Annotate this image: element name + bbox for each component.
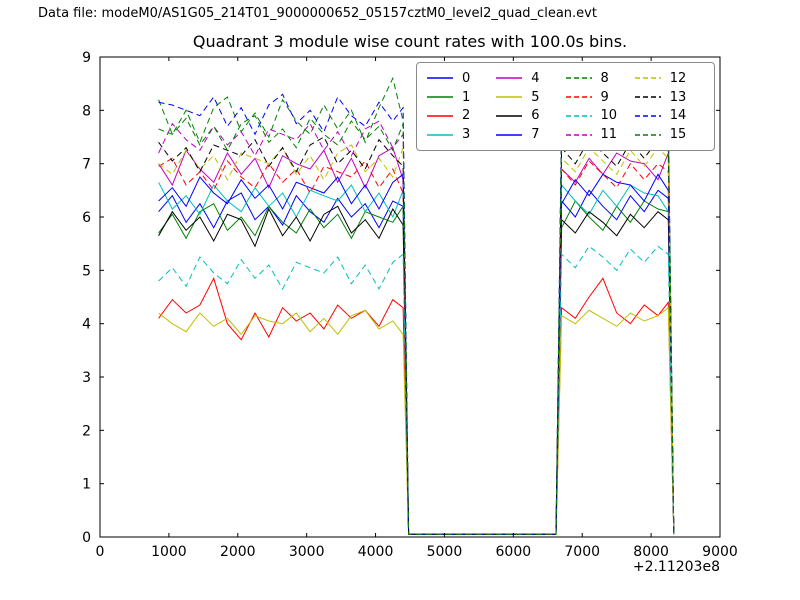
legend-label: 3 [462, 127, 471, 143]
x-tick-label: 0 [96, 544, 105, 560]
legend-label: 11 [600, 127, 618, 143]
legend-item-14: 14 [634, 107, 704, 126]
legend-item-15: 15 [634, 125, 704, 144]
y-tick-label: 6 [82, 210, 91, 226]
series-line-0 [158, 189, 675, 535]
chart-title: Quadrant 3 module wise count rates with … [192, 32, 628, 51]
x-tick-label: 1000 [151, 544, 187, 560]
legend-label: 1 [462, 89, 471, 105]
legend-item-6: 6 [496, 107, 565, 126]
legend-label: 15 [669, 127, 687, 143]
series-line-1 [158, 200, 675, 535]
series-line-10 [158, 245, 675, 535]
legend-line-sample [634, 77, 661, 80]
legend-line-sample [634, 115, 661, 117]
legend-label: 6 [531, 108, 540, 124]
legend-label: 4 [531, 70, 540, 86]
y-tick-label: 4 [82, 317, 91, 333]
legend-label: 2 [462, 108, 471, 124]
legend-label: 10 [600, 108, 618, 124]
legend-label: 7 [531, 127, 540, 143]
legend-label: 12 [669, 70, 687, 86]
legend-line-sample [427, 133, 453, 136]
legend-label: 5 [531, 89, 540, 105]
series-line-4 [158, 146, 675, 535]
x-tick-label: 5000 [427, 544, 463, 560]
series-line-6 [158, 205, 675, 535]
legend-line-sample [496, 115, 523, 117]
legend-item-0: 0 [427, 69, 496, 88]
y-tick-label: 9 [82, 50, 91, 66]
y-tick-label: 7 [82, 157, 91, 173]
legend-line-sample [496, 133, 523, 136]
legend-label: 0 [462, 70, 471, 86]
legend-line-sample [634, 133, 661, 136]
series-line-7 [158, 173, 675, 535]
legend-label: 9 [600, 89, 609, 105]
axes-box [99, 56, 721, 538]
y-tick-label: 3 [82, 370, 91, 386]
legend-line-sample [427, 115, 453, 117]
x-axis-offset-label: +2.11203e8 [632, 559, 720, 575]
series-line-12 [158, 144, 675, 535]
legend-item-2: 2 [427, 107, 496, 126]
series-line-3 [158, 182, 675, 535]
legend-line-sample [496, 77, 523, 80]
legend-item-9: 9 [565, 88, 635, 107]
x-tick-label: 2000 [220, 544, 256, 560]
series-line-5 [158, 306, 675, 535]
y-tick-label: 8 [82, 103, 91, 119]
legend-item-4: 4 [496, 69, 565, 88]
legend-item-1: 1 [427, 88, 496, 107]
x-tick-label: 3000 [289, 544, 325, 560]
legend-item-13: 13 [634, 88, 704, 107]
data-file-label: Data file: modeM0/AS1G05_214T01_90000006… [38, 6, 597, 21]
x-tick-label: 9000 [702, 544, 738, 560]
legend-item-12: 12 [634, 69, 704, 88]
series-line-13 [158, 136, 675, 535]
x-tick-label: 8000 [633, 544, 669, 560]
legend-line-sample [427, 96, 453, 98]
legend-item-11: 11 [565, 125, 635, 144]
series-line-9 [158, 157, 675, 535]
legend-line-sample [427, 77, 453, 80]
x-tick-label: 7000 [564, 544, 600, 560]
legend-item-5: 5 [496, 88, 565, 107]
legend-item-8: 8 [565, 69, 635, 88]
y-tick-label: 1 [82, 477, 91, 493]
series-line-15 [158, 115, 675, 535]
legend-line-sample [565, 77, 592, 80]
legend-line-sample [565, 115, 592, 117]
legend-item-10: 10 [565, 107, 635, 126]
legend-item-3: 3 [427, 125, 496, 144]
x-tick-label: 6000 [496, 544, 532, 560]
y-tick-label: 2 [82, 423, 91, 439]
x-tick-label: 4000 [358, 544, 394, 560]
legend-label: 14 [669, 108, 687, 124]
legend-label: 8 [600, 70, 609, 86]
y-tick-label: 5 [82, 263, 91, 279]
legend-item-7: 7 [496, 125, 565, 144]
series-line-2 [158, 276, 675, 535]
legend: 0 1 2 3 4 5 6 7 8 9 10 11 12 13 14 15 [416, 62, 715, 151]
legend-line-sample [565, 133, 592, 136]
y-tick-label: 0 [82, 530, 91, 546]
legend-line-sample [496, 96, 523, 98]
legend-line-sample [565, 96, 592, 98]
legend-line-sample [634, 96, 661, 98]
legend-label: 13 [669, 89, 687, 105]
